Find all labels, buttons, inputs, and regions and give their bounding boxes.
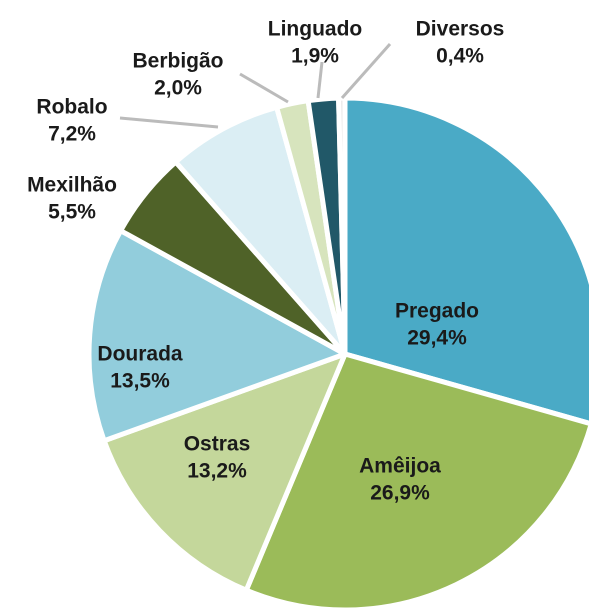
pie-slice <box>336 95 348 357</box>
slice-value-label: 13,2% <box>187 460 247 483</box>
slice-value-label: 0,4% <box>436 45 484 68</box>
slice-label: Amêijoa <box>359 455 441 478</box>
leader-line <box>239 72 289 104</box>
slice-value-label: 5,5% <box>48 201 96 224</box>
slice-label: Ostras <box>184 433 251 456</box>
slice-label: Berbigão <box>132 50 223 73</box>
slice-value-label: 13,5% <box>110 370 170 393</box>
pie-slice <box>342 95 589 426</box>
pie-slice <box>101 351 348 593</box>
pie-slice <box>243 351 589 610</box>
leader-line <box>119 116 219 129</box>
slice-value-label: 1,9% <box>291 45 339 68</box>
leader-line <box>340 43 392 99</box>
slice-value-label: 2,0% <box>154 77 202 100</box>
slice-label: Mexilhão <box>27 174 117 197</box>
slice-label: Linguado <box>268 18 362 41</box>
slice-label: Pregado <box>395 300 479 323</box>
slice-label: Robalo <box>36 96 107 119</box>
slice-value-label: 29,4% <box>407 327 467 350</box>
slice-label: Diversos <box>416 18 505 41</box>
slice-label: Dourada <box>97 343 183 366</box>
pie-slice <box>86 228 348 444</box>
slice-value-label: 7,2% <box>48 123 96 146</box>
slice-value-label: 26,9% <box>370 482 430 505</box>
leader-line <box>316 61 324 99</box>
